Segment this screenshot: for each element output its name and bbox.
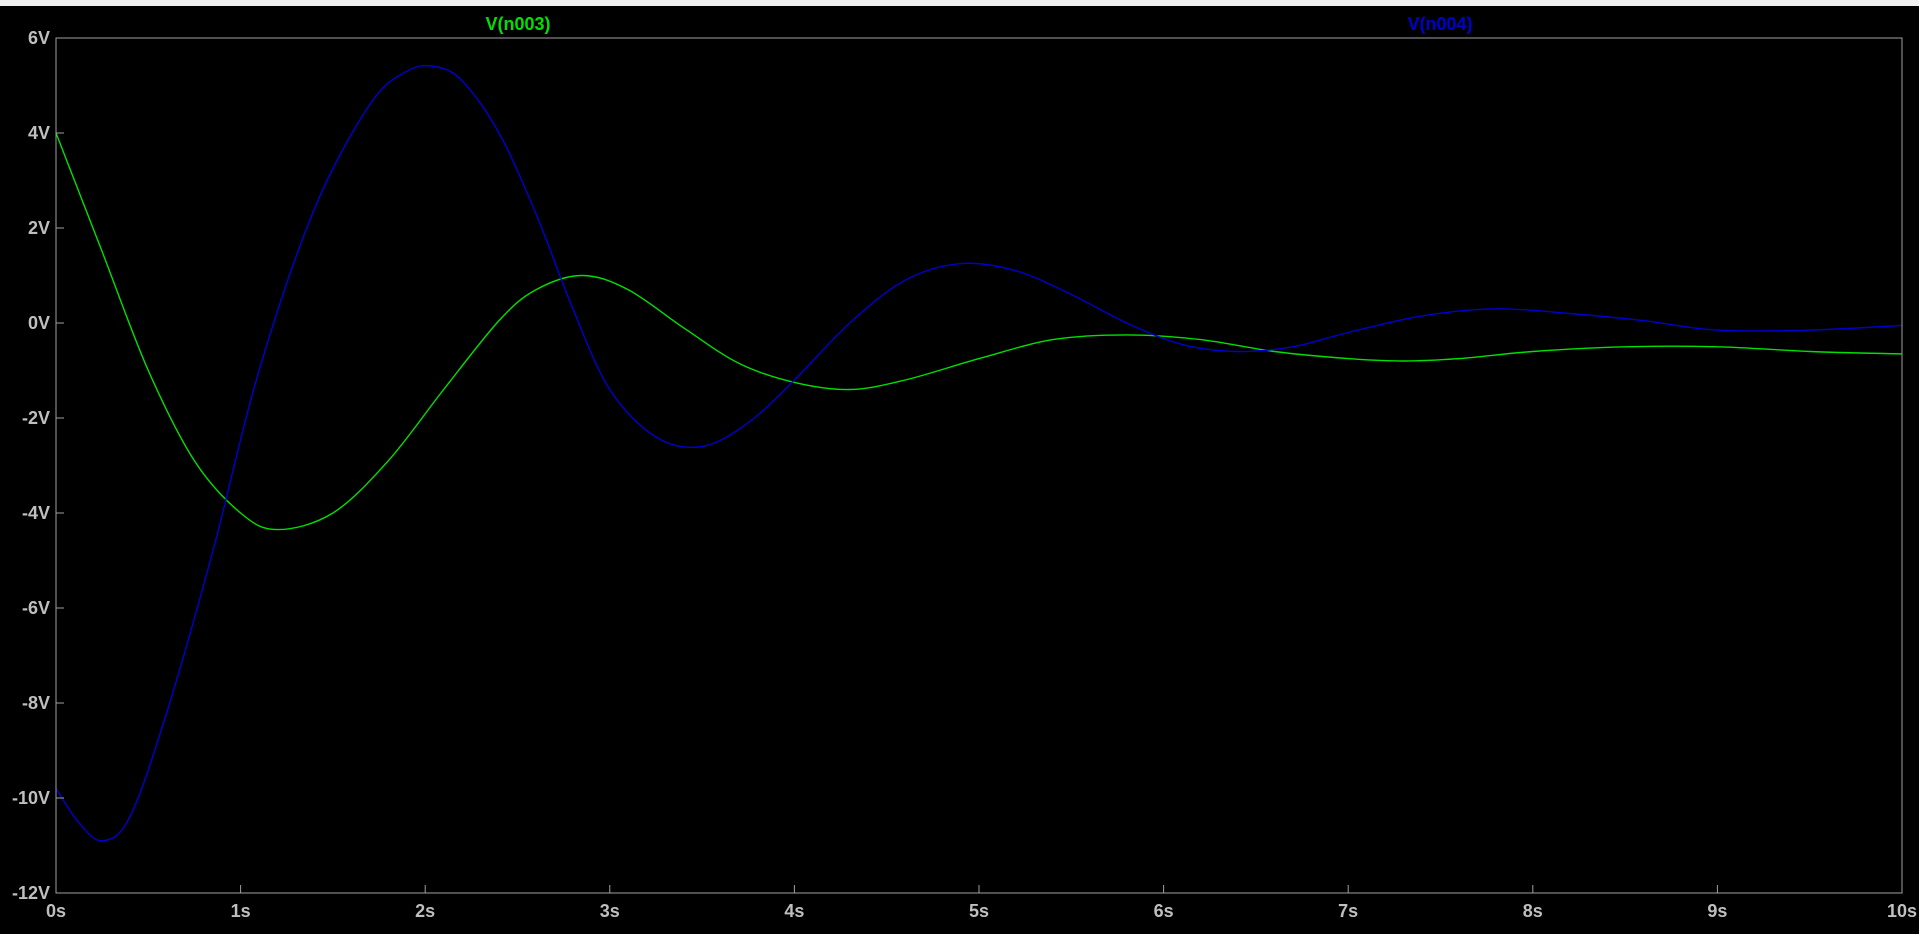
x-tick-label: 1s — [231, 901, 251, 921]
x-tick-label: 7s — [1338, 901, 1358, 921]
x-tick-label: 4s — [784, 901, 804, 921]
x-tick-label: 0s — [46, 901, 66, 921]
legend-trace-label[interactable]: V(n003) — [485, 14, 550, 34]
series-layer — [55, 64, 1903, 842]
y-tick-label: -2V — [22, 408, 50, 428]
y-tick-label: -4V — [22, 503, 50, 523]
y-tick-label: 2V — [28, 218, 50, 238]
series-line-v-n003 — [55, 132, 1903, 531]
plot-frame — [55, 37, 1903, 894]
y-tick-label: 6V — [28, 28, 50, 48]
series-line-v-n004 — [55, 64, 1903, 842]
x-tick-label: 6s — [1154, 901, 1174, 921]
legend: V(n003) V(n004) — [485, 14, 1472, 34]
y-tick-label: -10V — [12, 788, 50, 808]
x-tick-label: 2s — [415, 901, 435, 921]
legend-trace-label[interactable]: V(n004) — [1407, 14, 1472, 34]
x-tick-label: 3s — [600, 901, 620, 921]
x-tick-label: 9s — [1707, 901, 1727, 921]
waveform-plot[interactable]: 0s 1s 2s 3s 4s 5s 6s 7s 8s 9s 10s 6V 4V 2V 0V -2V -4V -6… — [0, 6, 1919, 934]
y-axis: 6V 4V 2V 0V -2V -4V -6V -8V -10V -12V — [12, 28, 64, 903]
x-axis: 0s 1s 2s 3s 4s 5s 6s 7s 8s 9s 10s — [46, 885, 1917, 921]
y-tick-label: -12V — [12, 883, 50, 903]
y-tick-label: 4V — [28, 123, 50, 143]
x-tick-label: 5s — [969, 901, 989, 921]
x-tick-label: 10s — [1887, 901, 1917, 921]
y-tick-label: -6V — [22, 598, 50, 618]
x-tick-label: 8s — [1523, 901, 1543, 921]
y-tick-label: 0V — [28, 313, 50, 333]
y-tick-label: -8V — [22, 693, 50, 713]
